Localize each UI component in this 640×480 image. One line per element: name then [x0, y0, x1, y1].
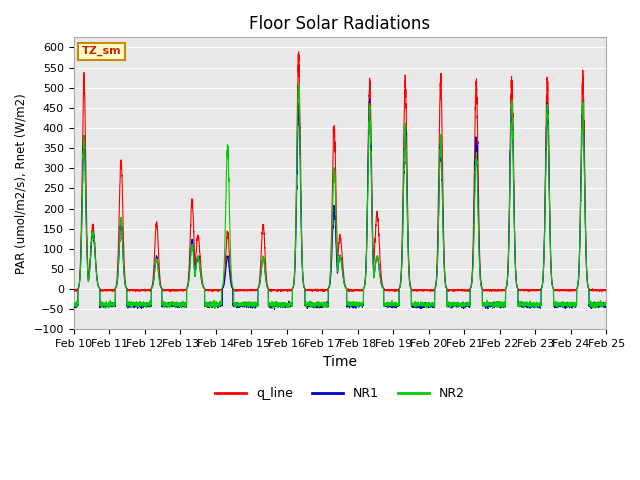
Line: NR1: NR1 — [74, 98, 606, 309]
NR1 — [460, 299, 467, 305]
NR1 — [430, 303, 438, 309]
NR2 — [430, 300, 438, 305]
NR1 — [70, 300, 77, 306]
NR2 — [295, 81, 303, 87]
Line: q_line: q_line — [74, 52, 606, 291]
NR1 — [320, 302, 328, 308]
NR2 — [166, 300, 173, 306]
NR2 — [70, 303, 77, 309]
Title: Floor Solar Radiations: Floor Solar Radiations — [250, 15, 431, 33]
NR1 — [490, 301, 497, 307]
q_line — [70, 288, 77, 294]
NR1 — [602, 303, 610, 309]
X-axis label: Time: Time — [323, 355, 357, 369]
NR1 — [271, 306, 278, 312]
NR2 — [460, 303, 467, 309]
Line: NR2: NR2 — [74, 84, 606, 309]
Text: TZ_sm: TZ_sm — [82, 46, 121, 56]
NR2 — [602, 301, 610, 307]
q_line — [295, 49, 303, 55]
q_line — [166, 287, 173, 292]
q_line — [321, 288, 328, 293]
q_line — [430, 287, 438, 293]
Y-axis label: PAR (umol/m2/s), Rnet (W/m2): PAR (umol/m2/s), Rnet (W/m2) — [15, 93, 28, 274]
q_line — [166, 288, 173, 294]
NR2 — [602, 301, 610, 307]
NR2 — [490, 302, 497, 308]
q_line — [602, 288, 610, 293]
NR1 — [366, 96, 374, 101]
q_line — [460, 287, 467, 293]
NR2 — [321, 303, 328, 309]
NR2 — [211, 306, 219, 312]
Legend: q_line, NR1, NR2: q_line, NR1, NR2 — [210, 382, 470, 405]
q_line — [490, 288, 497, 293]
q_line — [602, 288, 610, 293]
NR1 — [166, 302, 173, 308]
NR1 — [602, 304, 610, 310]
